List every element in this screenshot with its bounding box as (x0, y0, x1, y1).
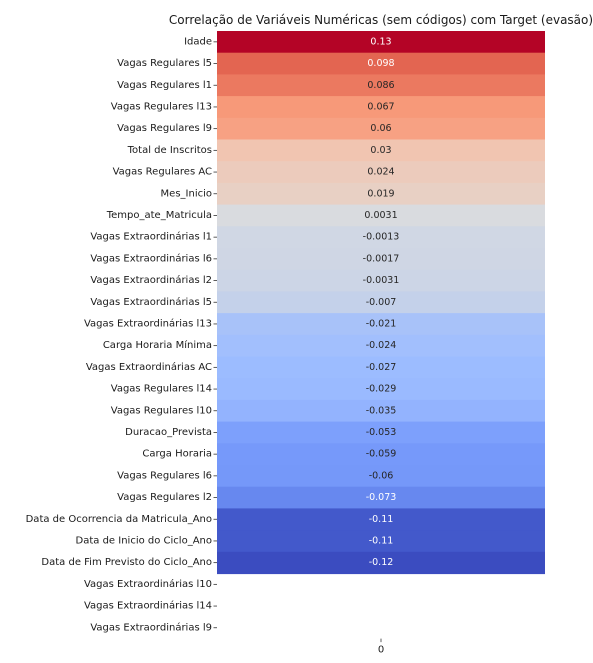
cell-value-label: -0.035 (366, 405, 397, 416)
heatmap-cell (217, 443, 545, 466)
cell-value-label: -0.024 (366, 340, 397, 351)
heatmap-cell (217, 421, 545, 444)
row-tick-label: Vagas Extraordinárias AC (86, 361, 212, 373)
row-tick-label: Vagas Regulares AC (113, 167, 212, 178)
heatmap-cell (217, 378, 545, 401)
cell-value-label: -0.073 (366, 492, 397, 503)
cell-value-label: 0.13 (370, 36, 391, 47)
cell-value-label: -0.11 (369, 535, 394, 546)
cell-value-label: -0.027 (366, 362, 397, 373)
cell-value-label: 0.086 (367, 80, 394, 91)
cell-value-label: 0.024 (367, 167, 394, 178)
heatmap-cell (217, 530, 545, 553)
heatmap-cell (217, 139, 545, 162)
row-tick-label: Vagas Extraordinárias l13 (84, 317, 212, 329)
heatmap-cell (217, 334, 545, 358)
cell-value-label: -0.007 (366, 297, 397, 308)
heatmap-cell (217, 182, 545, 206)
heatmap-cell (217, 313, 545, 336)
row-tick-label: Vagas Extraordinárias l1 (90, 231, 212, 243)
cell-value-label: -0.0017 (363, 253, 400, 264)
row-tick-label: Mes_Inicio (161, 188, 212, 199)
cell-value-label: -0.0013 (363, 232, 400, 243)
row-tick-label: Vagas Regulares l6 (117, 470, 212, 481)
row-tick-label: Vagas Regulares l1 (117, 80, 212, 91)
heatmap-cell (217, 269, 545, 292)
cell-value-label: -0.059 (366, 449, 397, 460)
heatmap-cell (217, 161, 545, 184)
cell-value-label: -0.11 (369, 514, 394, 525)
row-tick-label: Vagas Regulares l9 (117, 123, 212, 134)
cell-value-label: -0.06 (369, 470, 394, 481)
heatmap-cell (217, 31, 545, 54)
heatmap-cell (217, 52, 545, 75)
cell-value-label: -0.0031 (363, 275, 400, 286)
heatmap-cell (217, 486, 545, 509)
cell-value-label: -0.021 (366, 318, 397, 329)
cell-value-label: -0.053 (366, 427, 397, 438)
chart-title: Correlação de Variáveis Numéricas (sem c… (169, 13, 593, 27)
row-tick-label: Vagas Regulares l10 (111, 405, 212, 416)
heatmap-cell (217, 204, 545, 227)
heatmap-cell (217, 117, 545, 141)
column-tick-label: 0 (378, 645, 384, 656)
cell-value-label: 0.03 (370, 145, 391, 156)
row-tick-label: Vagas Regulares l2 (117, 492, 212, 503)
heatmap-cell (217, 291, 545, 314)
row-tick-label: Idade (184, 36, 212, 47)
row-tick-label: Vagas Regulares l14 (111, 384, 212, 395)
row-tick-label: Total de Inscritos (127, 145, 212, 156)
column-tick-labels: 0 (378, 638, 384, 656)
heatmap-cell (217, 551, 545, 575)
row-tick-label: Tempo_ate_Matricula (106, 210, 212, 221)
cell-value-label: 0.019 (367, 188, 394, 199)
heatmap-cell (217, 96, 545, 119)
row-tick-label: Data de Inicio do Ciclo_Ano (76, 535, 212, 546)
heatmap-cell (217, 248, 545, 271)
heatmap-cell (217, 508, 545, 531)
cell-value-label: 0.06 (370, 123, 391, 134)
heatmap-cell (217, 74, 545, 97)
row-tick-label: Vagas Extraordinárias l9 (90, 621, 212, 633)
heatmap-cell (217, 465, 545, 488)
row-tick-label: Data de Fim Previsto do Ciclo_Ano (41, 557, 212, 568)
row-tick-label: Duracao_Prevista (125, 427, 212, 438)
heatmap-cell (217, 399, 545, 423)
row-tick-label: Vagas Extraordinárias l5 (90, 296, 212, 308)
row-tick-labels: Idade Vagas Regulares l5 Vagas Regulares l… (26, 36, 217, 633)
cell-value-label: 0.067 (367, 101, 394, 112)
row-tick-label: Vagas Regulares l5 (117, 58, 212, 69)
cell-value-label: -0.12 (369, 557, 394, 568)
row-tick-label: Carga Horaria Mínima (103, 339, 212, 351)
heatmap-cell (217, 356, 545, 379)
row-tick-label: Vagas Extraordinárias l14 (84, 600, 212, 612)
cell-value-label: 0.098 (367, 58, 394, 69)
row-tick-label: Carga Horaria (142, 449, 212, 460)
heatmap-cell (217, 226, 545, 249)
heatmap-cells: 0.13 0.098 0.086 0.067 0.06 0.03 0.024 0.019 0.0… (217, 31, 545, 575)
row-tick-label: Vagas Regulares l13 (111, 101, 212, 112)
row-tick-label: Vagas Extraordinárias l6 (90, 252, 212, 264)
cell-value-label: 0.0031 (364, 210, 397, 221)
row-tick-label: Data de Ocorrencia da Matricula_Ano (26, 514, 212, 525)
cell-value-label: -0.029 (366, 384, 397, 395)
row-tick-label: Vagas Extraordinárias l2 (90, 274, 212, 286)
row-tick-label: Vagas Extraordinárias l10 (84, 578, 212, 590)
